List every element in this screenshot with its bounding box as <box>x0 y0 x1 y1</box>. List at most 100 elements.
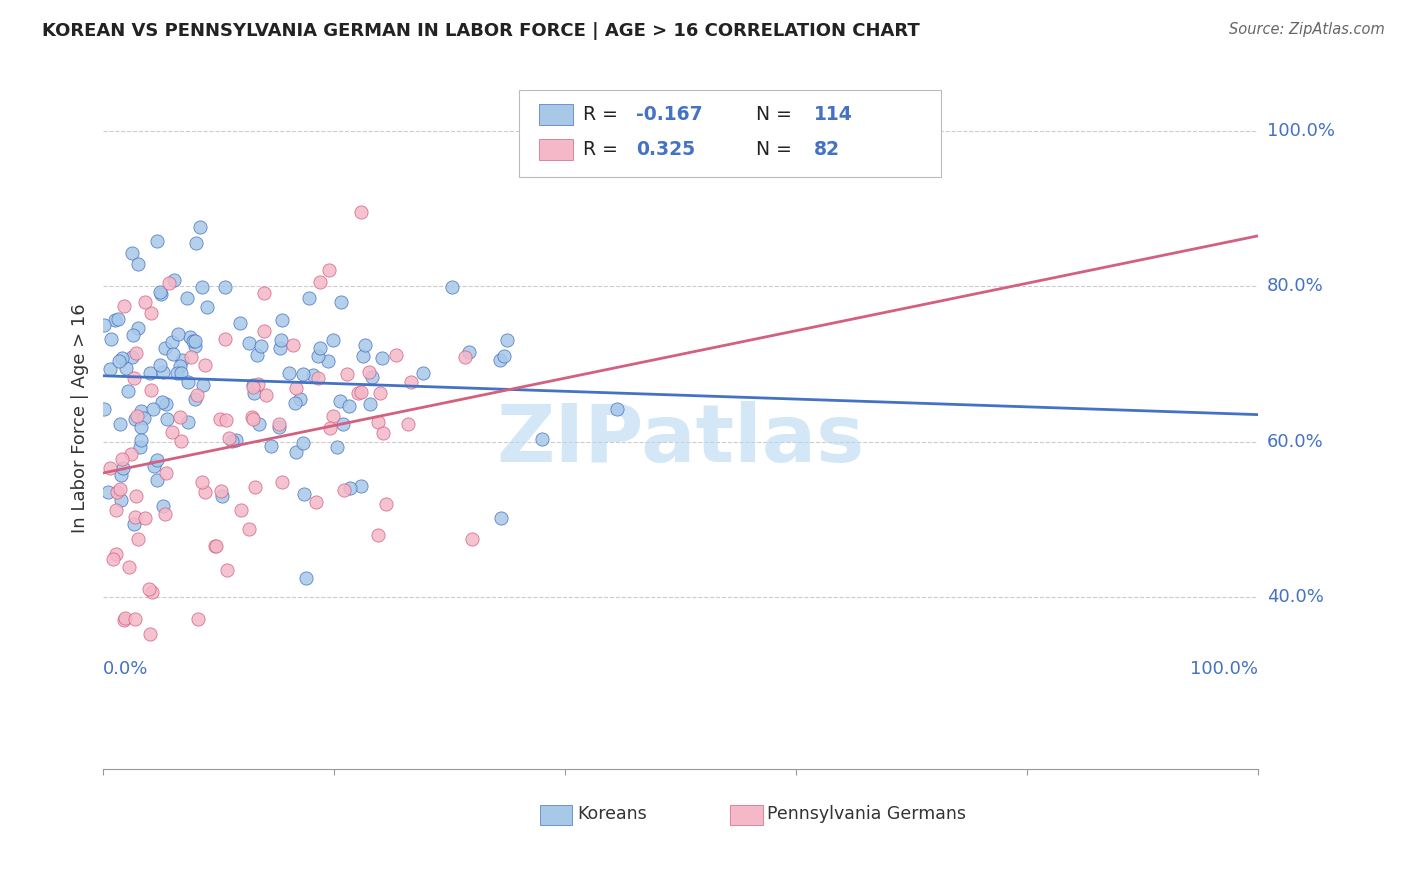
Point <box>97 485 120 500</box>
Point <box>270 333 292 347</box>
Point <box>385 348 408 362</box>
Point <box>412 366 434 380</box>
Point <box>93 318 115 333</box>
Point <box>188 219 211 234</box>
Point <box>104 503 127 517</box>
Point <box>127 533 149 547</box>
Point <box>98 362 121 376</box>
Point <box>242 386 264 401</box>
Point <box>322 409 344 423</box>
Point <box>453 350 475 364</box>
Point <box>339 482 361 496</box>
Point <box>108 482 131 496</box>
Point <box>492 349 515 363</box>
Point <box>105 485 128 500</box>
Point <box>110 493 132 508</box>
Point <box>246 348 269 362</box>
FancyBboxPatch shape <box>731 805 763 824</box>
Point <box>278 367 301 381</box>
Point <box>281 337 304 351</box>
Text: N =: N = <box>756 104 797 123</box>
Point <box>160 334 183 349</box>
Point <box>253 285 276 300</box>
Point <box>347 386 370 401</box>
Point <box>160 425 183 440</box>
Point <box>180 350 202 364</box>
Point <box>285 445 308 459</box>
Text: ZIPatlas: ZIPatlas <box>496 401 865 478</box>
Point <box>260 439 283 453</box>
Point <box>118 559 141 574</box>
Point <box>440 280 463 294</box>
Point <box>204 539 226 553</box>
Point <box>399 376 422 390</box>
Point <box>330 295 353 310</box>
Point <box>138 582 160 597</box>
Point <box>169 359 191 374</box>
Point <box>111 351 134 365</box>
Point <box>149 358 172 372</box>
Point <box>108 417 131 432</box>
Point <box>194 484 217 499</box>
Point <box>112 613 135 627</box>
Point <box>284 396 307 410</box>
Point <box>134 511 156 525</box>
Point <box>322 333 344 347</box>
Point <box>337 399 360 413</box>
Text: 80.0%: 80.0% <box>1267 277 1323 295</box>
Point <box>146 473 169 487</box>
Point <box>190 475 212 489</box>
Point <box>271 475 294 489</box>
Point <box>606 402 628 417</box>
Point <box>211 489 233 503</box>
Point <box>134 411 156 425</box>
Point <box>214 279 236 293</box>
Point <box>458 345 481 359</box>
Point <box>124 612 146 626</box>
Point <box>170 353 193 368</box>
Point <box>238 335 260 350</box>
Text: 114: 114 <box>814 104 852 123</box>
Point <box>191 377 214 392</box>
Point <box>336 367 359 381</box>
Point <box>253 325 276 339</box>
Point <box>98 461 121 475</box>
Point <box>249 339 271 353</box>
Point <box>142 402 165 417</box>
Point <box>104 547 127 561</box>
Text: R =: R = <box>582 104 623 123</box>
Point <box>122 517 145 532</box>
Point <box>121 350 143 364</box>
Point <box>124 412 146 426</box>
Point <box>121 246 143 260</box>
Point <box>142 458 165 473</box>
Point <box>184 392 207 406</box>
FancyBboxPatch shape <box>538 103 574 125</box>
FancyBboxPatch shape <box>540 805 572 824</box>
Point <box>125 346 148 360</box>
Text: N =: N = <box>756 139 797 159</box>
Point <box>238 523 260 537</box>
Point <box>318 353 340 368</box>
Point <box>176 291 198 305</box>
Text: R =: R = <box>582 139 623 159</box>
Point <box>308 276 330 290</box>
Point <box>159 276 181 290</box>
Point <box>166 366 188 380</box>
Point <box>181 334 204 349</box>
Point <box>240 409 263 424</box>
Point <box>218 431 240 445</box>
Point <box>352 349 374 363</box>
Point <box>284 381 307 395</box>
Point <box>179 330 201 344</box>
Point <box>371 425 394 440</box>
Point <box>125 489 148 503</box>
Point <box>215 412 238 426</box>
Point <box>530 432 553 446</box>
Point <box>134 294 156 309</box>
Point <box>117 384 139 398</box>
Point <box>131 404 153 418</box>
Point <box>367 415 389 429</box>
Point <box>375 497 398 511</box>
Point <box>150 287 173 301</box>
